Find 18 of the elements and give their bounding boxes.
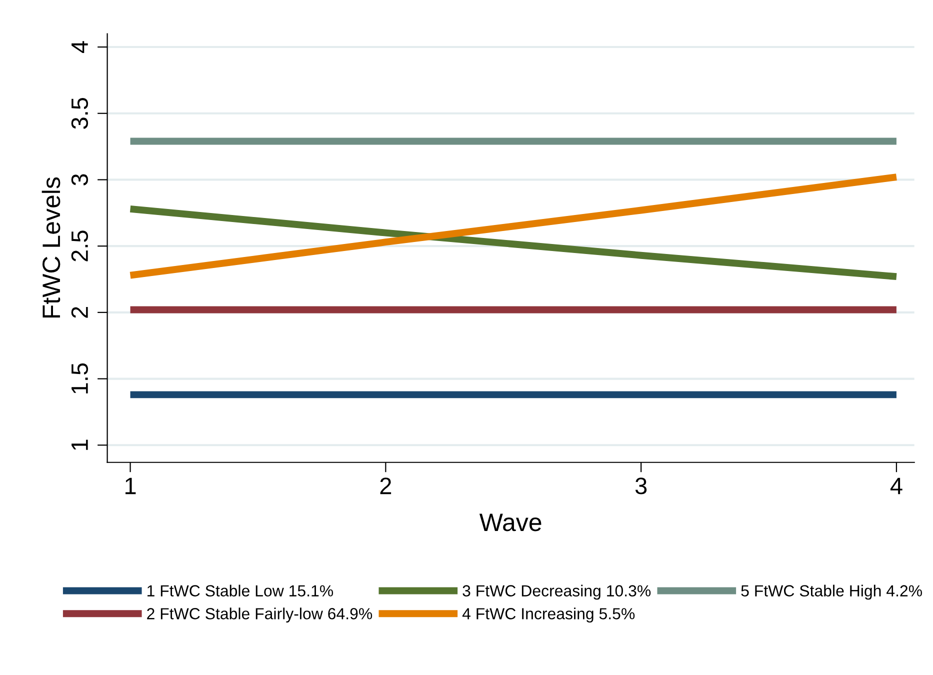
- y-axis-title: FtWC Levels: [42, 177, 60, 318]
- legend-label: 4 FtWC Increasing 5.5%: [462, 608, 635, 623]
- y-tick-label: 3: [71, 174, 88, 186]
- y-tick-label: 2: [71, 307, 88, 318]
- y-tick-label: 2.5: [71, 230, 88, 262]
- y-tick-label: 1: [72, 440, 88, 450]
- x-tick-label: 2: [380, 478, 392, 494]
- x-tick-label: 1: [126, 478, 136, 494]
- y-tick-label: 4: [72, 41, 88, 54]
- x-axis-title: Wave: [479, 514, 542, 532]
- x-tick-label: 3: [635, 478, 647, 494]
- legend-label: 1 FtWC Stable Low 15.1%: [148, 584, 334, 596]
- legend-label: 5 FtWC Stable High 4.2%: [741, 584, 922, 600]
- x-tick-label: 4: [890, 478, 902, 494]
- legend-label: 3 FtWC Decreasing 10.3%: [462, 584, 651, 600]
- legend-label: 2 FtWC Stable Fairly-low 64.9%: [147, 608, 372, 623]
- y-tick-label: 3.5: [71, 98, 88, 129]
- y-tick-label: 1.5: [72, 363, 88, 394]
